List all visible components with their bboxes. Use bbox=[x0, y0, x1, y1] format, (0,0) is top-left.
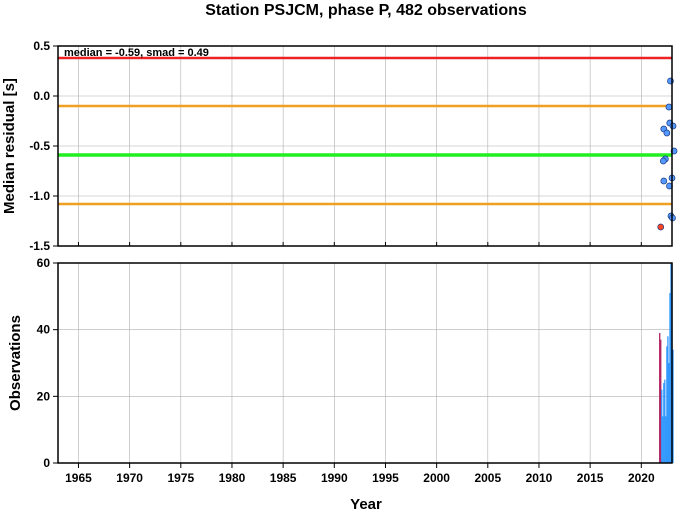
x-tick-label: 1995 bbox=[372, 471, 399, 485]
observation-bar bbox=[664, 379, 666, 463]
observations-frame bbox=[57, 262, 673, 464]
accepted-residual-point bbox=[665, 103, 673, 111]
y-tick-label: 40 bbox=[37, 323, 51, 337]
x-tick-label: 2000 bbox=[423, 471, 450, 485]
observation-bar bbox=[666, 346, 668, 463]
observation-bar bbox=[665, 416, 667, 463]
observation-bar bbox=[661, 389, 663, 463]
x-tick-label: 1980 bbox=[219, 471, 246, 485]
accepted-residual-point bbox=[660, 177, 668, 185]
y-tick-label: -1.0 bbox=[29, 189, 50, 203]
rejected-residual-point bbox=[657, 223, 665, 231]
observation-bar bbox=[663, 383, 665, 463]
accepted-residual-point bbox=[659, 157, 667, 165]
accepted-residual-point bbox=[663, 129, 671, 137]
observation-bar bbox=[668, 363, 670, 463]
residuals-grid bbox=[58, 45, 672, 247]
observations-y-axis-label: Observations bbox=[7, 315, 24, 411]
x-tick-label: 2020 bbox=[628, 471, 655, 485]
y-tick-label: 0.5 bbox=[33, 39, 50, 53]
median-smad-annotation: median = -0.59, smad = 0.49 bbox=[64, 47, 209, 59]
residuals-y-axis-label: Median residual [s] bbox=[1, 78, 18, 214]
observation-bar bbox=[672, 349, 674, 463]
observations-panel: 60 40 20 0 1965 1970 1975 1980 1985 1990 1995 2000… bbox=[7, 256, 674, 511]
y-tick-label: -1.5 bbox=[29, 239, 50, 253]
observations-x-ticks: 1965 1970 1975 1980 1985 1990 1995 2000 2005 2010… bbox=[65, 463, 655, 485]
x-tick-label: 1970 bbox=[116, 471, 143, 485]
observations-y-ticks: 60 40 20 0 bbox=[37, 256, 58, 470]
y-tick-label: -0.5 bbox=[29, 139, 50, 153]
chart-title: Station PSJCM, phase P, 482 observations bbox=[205, 2, 527, 19]
x-axis-label: Year bbox=[350, 496, 382, 511]
reference-lines bbox=[58, 56, 672, 206]
x-tick-label: 2015 bbox=[577, 471, 604, 485]
x-tick-label: 1975 bbox=[167, 471, 194, 485]
observation-bar bbox=[670, 263, 672, 463]
residuals-y-ticks: 0.5 0.0 -0.5 -1.0 -1.5 bbox=[29, 39, 642, 253]
y-tick-label: 0 bbox=[43, 456, 50, 470]
x-tick-label: 1990 bbox=[321, 471, 348, 485]
observation-bar bbox=[660, 339, 662, 463]
observation-bar bbox=[669, 293, 671, 463]
observations-grid bbox=[58, 262, 672, 464]
x-tick-label: 1985 bbox=[270, 471, 297, 485]
residuals-panel: 0.5 0.0 -0.5 -1.0 -1.5 median = -0.59, smad … bbox=[1, 39, 678, 253]
y-tick-label: 0.0 bbox=[33, 89, 50, 103]
y-tick-label: 20 bbox=[37, 389, 51, 403]
accepted-residual-point bbox=[669, 122, 677, 130]
observation-bar bbox=[659, 333, 661, 463]
x-tick-label: 2005 bbox=[474, 471, 501, 485]
x-tick-label: 1965 bbox=[65, 471, 92, 485]
y-tick-label: 60 bbox=[37, 256, 51, 270]
x-tick-label: 2010 bbox=[526, 471, 553, 485]
observation-bar bbox=[667, 336, 669, 463]
observation-bar bbox=[662, 416, 664, 463]
